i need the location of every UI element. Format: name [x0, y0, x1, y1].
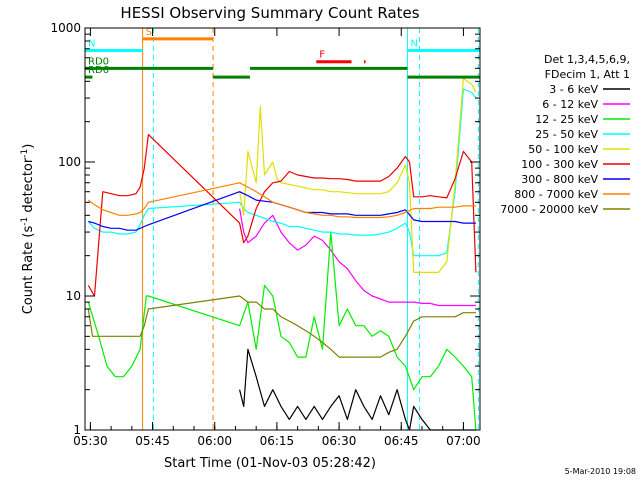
- y-axis-label-sup2: -1: [20, 149, 30, 158]
- series-line: [87, 295, 476, 358]
- x-tick-label: 05:30: [73, 434, 108, 448]
- state-bar-label: RD0: [88, 56, 109, 67]
- legend-entry-label: 6 - 12 keV: [542, 98, 598, 111]
- y-axis-label-sup1: -1: [20, 217, 30, 226]
- x-tick-label: 07:00: [446, 434, 481, 448]
- plot-frame: [84, 27, 481, 431]
- y-axis-label: Count Rate (s-1 detector-1): [20, 144, 36, 315]
- legend-entry-label: 3 - 6 keV: [549, 83, 598, 96]
- legend-entry-label: 7000 - 20000 keV: [500, 203, 598, 216]
- legend-entry-label: 300 - 800 keV: [521, 173, 598, 186]
- legend-entry-label: 25 - 50 keV: [535, 128, 598, 141]
- chart-title: HESSI Observing Summary Count Rates: [120, 4, 419, 22]
- y-tick-label: 1: [73, 423, 81, 437]
- state-bar-label: F: [319, 50, 325, 61]
- x-tick-label: 06:00: [197, 434, 232, 448]
- legend-entry-label: 100 - 300 keV: [521, 158, 598, 171]
- axes: 05:30 05:45 06:00 06:15 06:30 06:45 07:00 1 10 10…: [50, 21, 480, 448]
- state-bar-label: S: [146, 27, 152, 38]
- x-axis-label: Start Time (01-Nov-03 05:28:42): [164, 456, 376, 471]
- x-tick-label: 06:30: [322, 434, 357, 448]
- series-line: [87, 88, 477, 257]
- generation-timestamp: 5-Mar-2010 19:08: [565, 467, 636, 476]
- state-bar-label: N: [410, 38, 417, 49]
- y-axis-label-mid: detector: [21, 157, 36, 217]
- legend-header-decimation: FDecim 1, Att 1: [545, 68, 630, 81]
- legend-header-detectors: Det 1,3,4,5,6,9,: [544, 53, 630, 66]
- series-line: [239, 208, 476, 307]
- series-line: [87, 134, 477, 297]
- series-line: [88, 191, 476, 231]
- y-axis-label-end: ): [21, 144, 36, 149]
- legend-entry-label: 50 - 100 keV: [528, 143, 598, 156]
- state-bar-label: RD6: [88, 65, 109, 76]
- legend-entry-label: 12 - 25 keV: [535, 113, 598, 126]
- state-bar-label: N: [88, 38, 95, 49]
- legend: Det 1,3,4,5,6,9, FDecim 1, Att 1 3 - 6 k…: [500, 53, 630, 216]
- series-line: [239, 77, 477, 273]
- y-tick-label: 100: [58, 155, 81, 169]
- y-tick-label: 1000: [50, 21, 81, 35]
- x-tick-label: 05:45: [135, 434, 170, 448]
- series-line: [87, 182, 476, 219]
- series-line: [87, 231, 477, 431]
- x-tick-label: 06:45: [384, 434, 419, 448]
- x-tick-label: 06:15: [260, 434, 295, 448]
- y-tick-label: 10: [66, 289, 81, 303]
- legend-entry-label: 800 - 7000 keV: [514, 188, 598, 201]
- y-axis-label-main: Count Rate (s: [21, 226, 36, 315]
